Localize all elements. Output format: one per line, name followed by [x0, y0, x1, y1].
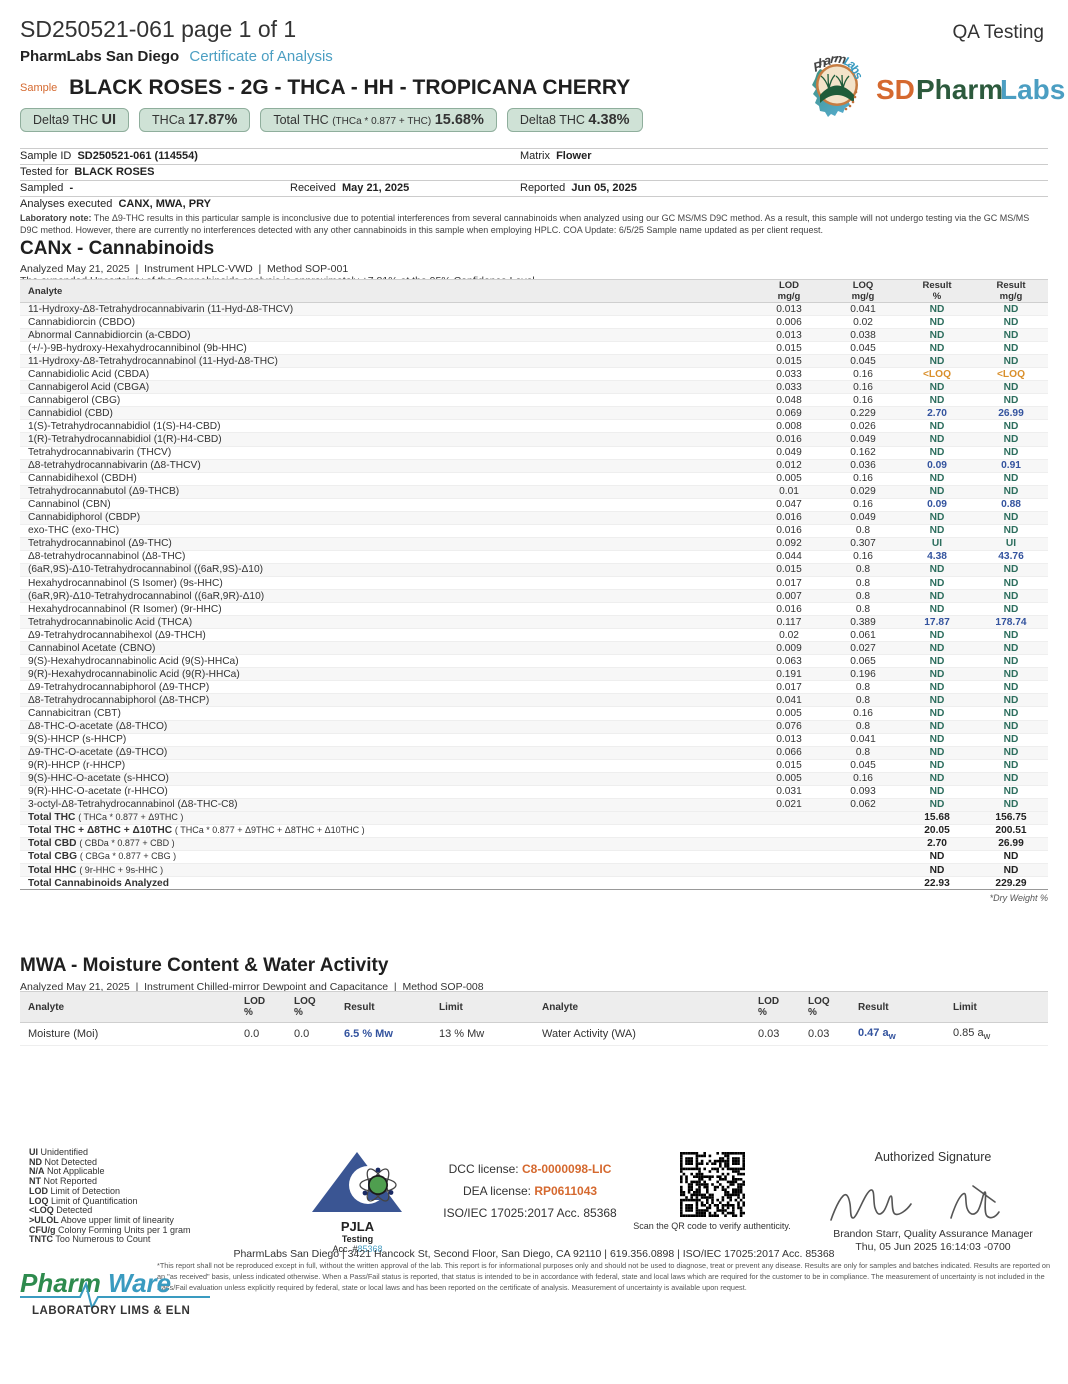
svg-text:SD: SD [876, 74, 915, 105]
svg-text:Ware: Ware [108, 1268, 171, 1298]
svg-text:Labs: Labs [1000, 74, 1065, 105]
svg-text:Pharm: Pharm [916, 74, 1003, 105]
svg-text:LABORATORY LIMS & ELN: LABORATORY LIMS & ELN [32, 1305, 190, 1317]
